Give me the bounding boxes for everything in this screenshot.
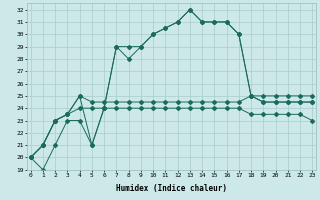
X-axis label: Humidex (Indice chaleur): Humidex (Indice chaleur): [116, 184, 227, 193]
